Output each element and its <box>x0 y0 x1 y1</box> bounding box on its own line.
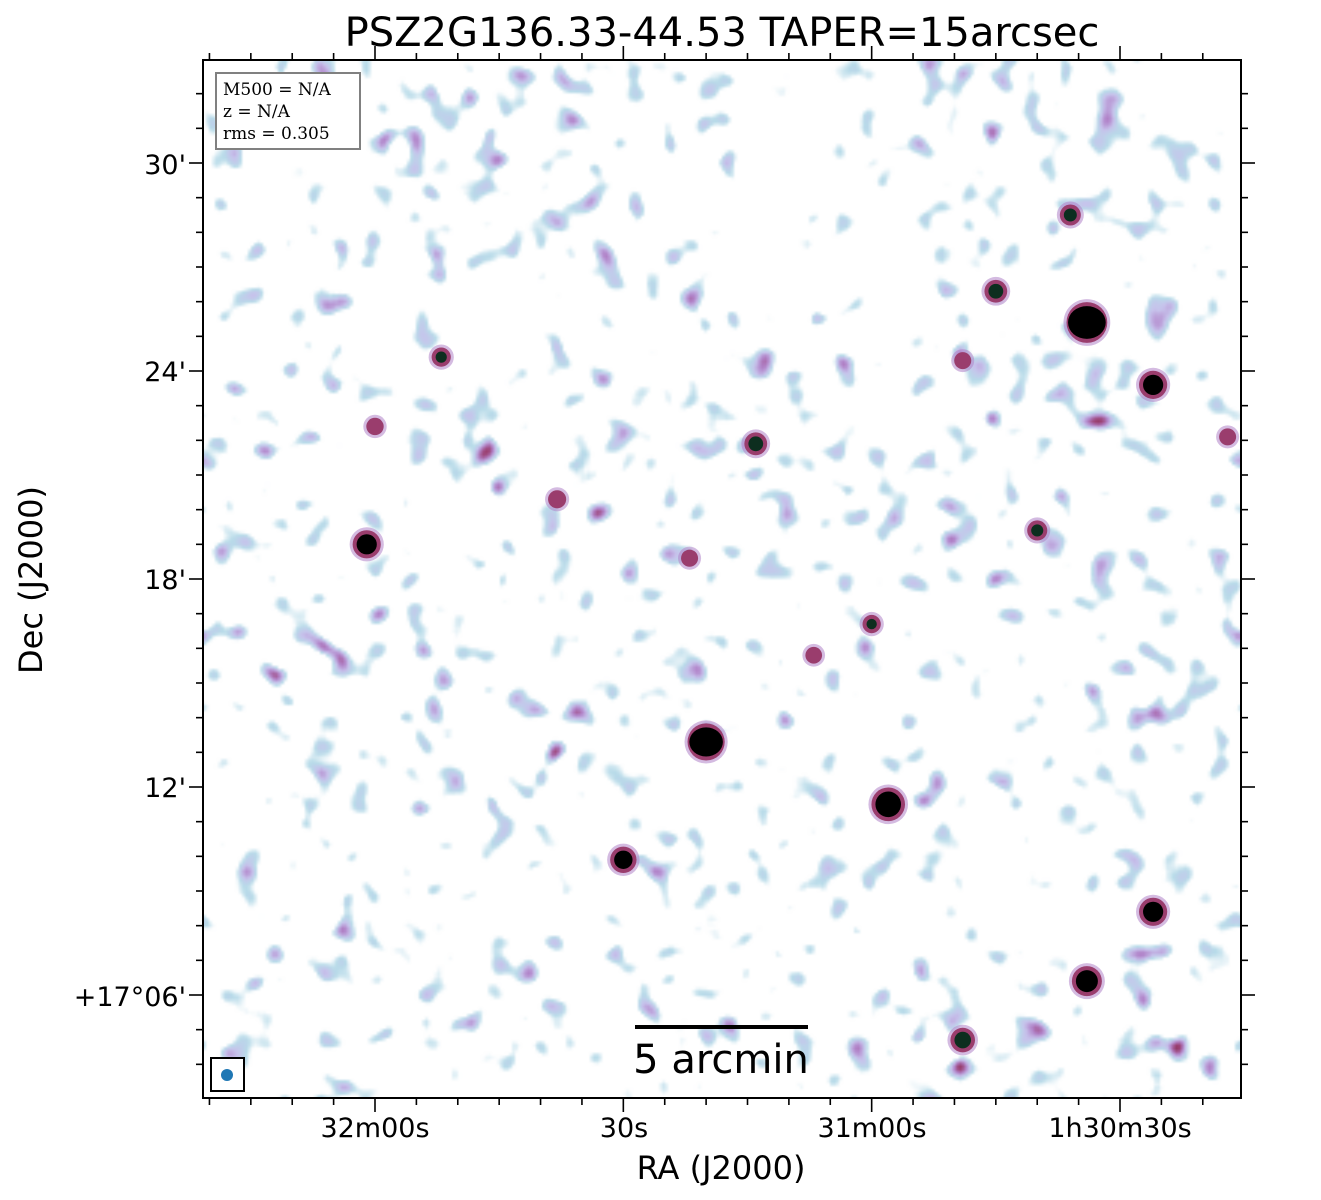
radio-source <box>545 487 570 512</box>
x-axis-label: RA (J2000) <box>637 1149 806 1187</box>
radio-image <box>140 60 1241 1098</box>
radio-source <box>1024 517 1051 544</box>
radio-source <box>428 344 454 370</box>
beam-ellipse <box>221 1069 233 1081</box>
info-mass: M500 = N/A <box>223 80 332 100</box>
radio-source <box>1216 425 1240 449</box>
radio-source <box>1056 201 1084 229</box>
x-tick-label: 30s <box>600 1113 648 1144</box>
radio-source <box>363 414 387 439</box>
radio-source <box>607 843 640 876</box>
y-tick-label: 12' <box>144 773 186 804</box>
y-tick-label: 18' <box>144 565 186 596</box>
radio-source <box>1136 894 1171 929</box>
info-rms: rms = 0.305 <box>223 124 330 144</box>
scale-bar: 5 arcmin <box>633 1025 809 1083</box>
radio-source <box>947 1024 979 1056</box>
sources <box>140 96 1240 1056</box>
info-box-frame <box>215 72 361 150</box>
x-tick-label: 32m00s <box>320 1113 429 1144</box>
scale-bar-label: 5 arcmin <box>633 1037 809 1083</box>
x-tick-label: 31m00s <box>817 1113 926 1144</box>
radio-source <box>802 643 826 667</box>
info-redshift: z = N/A <box>223 102 291 122</box>
radio-source <box>1136 367 1171 402</box>
chart-title: PSZ2G136.33-44.53 TAPER=15arcsec <box>345 10 1100 56</box>
radio-source <box>859 611 884 637</box>
noise-map <box>203 60 1241 1098</box>
radio-source <box>684 720 728 764</box>
radio-source <box>741 429 771 459</box>
radio-source <box>678 546 702 570</box>
x-tick-label: 1h30m30s <box>1048 1113 1191 1144</box>
radio-source <box>951 349 975 373</box>
radio-source <box>1063 299 1111 346</box>
beam-indicator <box>210 1057 245 1092</box>
y-axis-label: Dec (J2000) <box>12 486 50 674</box>
y-tick-label: 24' <box>144 357 186 388</box>
radio-source <box>349 527 384 562</box>
radio-source <box>140 96 164 120</box>
radio-source <box>981 276 1011 306</box>
tick-marks <box>189 46 1255 1112</box>
y-tick-label: +17°06' <box>74 982 186 1013</box>
y-tick-label: 30' <box>144 150 186 181</box>
radio-source <box>868 784 909 825</box>
radio-source <box>1068 963 1105 1000</box>
info-box: M500 = N/A z = N/A rms = 0.305 <box>215 72 361 150</box>
